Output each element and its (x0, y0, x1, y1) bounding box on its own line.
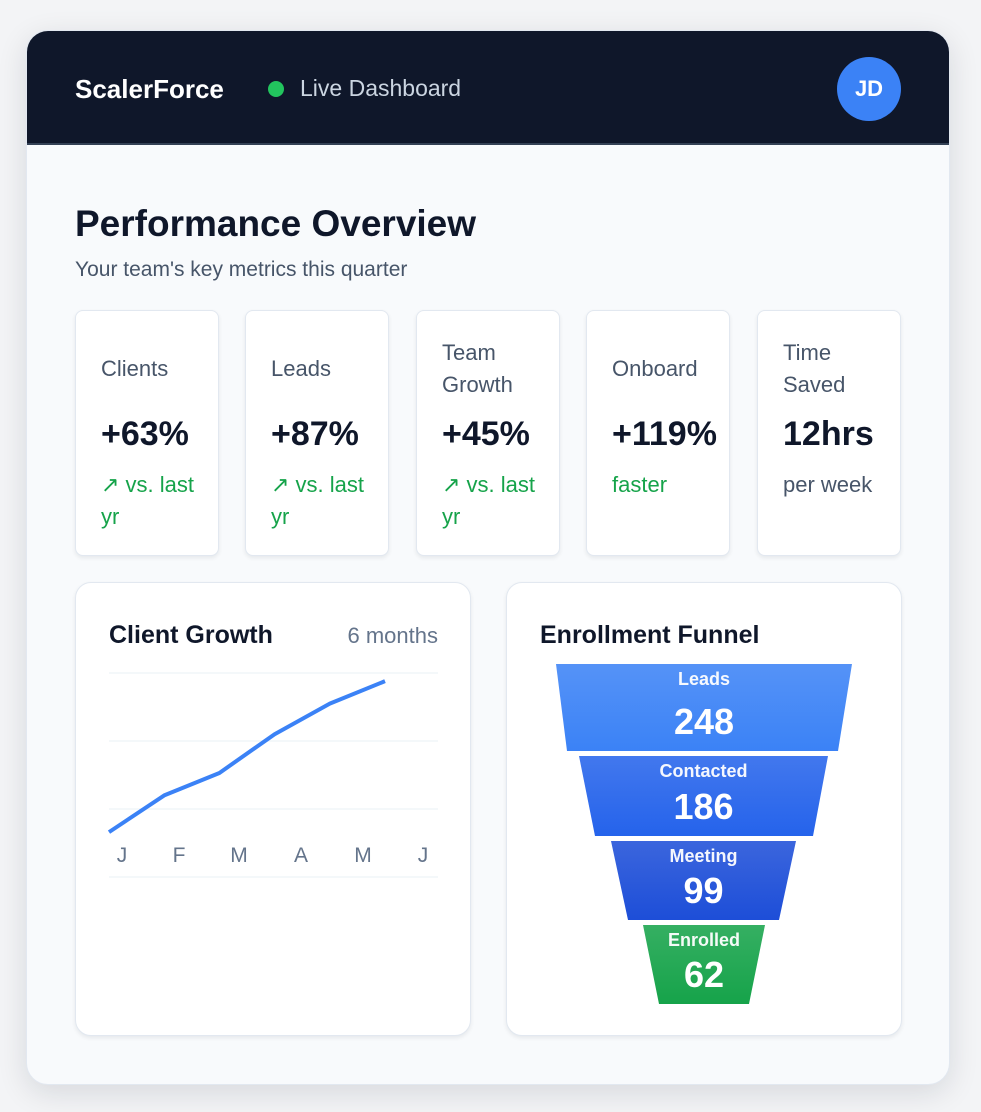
metric-card-clients: Clients +63% ↗ vs. last yr (75, 310, 219, 556)
metric-value: +87% (271, 415, 359, 453)
metric-card-time-saved: Time Saved 12hrs per week (757, 310, 901, 556)
metric-value: 12hrs (783, 415, 874, 453)
metric-label: Onboard (612, 356, 698, 381)
metric-label: Clients (101, 356, 169, 381)
metric-card-leads: Leads +87% ↗ vs. last yr (245, 310, 389, 556)
metric-subtext: ↗ vs. last yr (271, 472, 365, 529)
metric-label: Leads (271, 356, 331, 381)
metric-value: +45% (442, 415, 530, 453)
funnel-stage-label: Contacted (659, 761, 748, 781)
funnel-stage-contacted: Contacted 186 (579, 756, 828, 836)
metric-subtext: ↗ vs. last yr (101, 472, 195, 529)
x-tick-label: F (173, 844, 186, 867)
client-growth-period: 6 months (347, 623, 439, 648)
dashboard-card: ScalerForce Live Dashboard JD Performanc… (26, 30, 950, 1085)
live-status-label: Live Dashboard (300, 75, 462, 101)
metric-subtext: per week (783, 472, 873, 497)
metric-value: +119% (612, 415, 717, 453)
funnel-stage-leads: Leads 248 (556, 664, 852, 751)
metric-label: Team Growth (442, 340, 513, 397)
funnel-stage-label: Meeting (669, 846, 738, 866)
metric-subtext: ↗ vs. last yr (442, 472, 536, 529)
top-bar: ScalerForce Live Dashboard JD (27, 31, 949, 145)
client-growth-title: Client Growth (109, 621, 273, 649)
client-growth-panel: Client Growth 6 months J F M A M J (75, 582, 471, 1036)
client-growth-line (107, 679, 386, 834)
x-tick-label: M (354, 844, 372, 867)
metric-subtext: faster (612, 472, 668, 497)
page-title: Performance Overview (75, 203, 477, 244)
x-tick-label: J (418, 844, 429, 867)
enrollment-funnel-title: Enrollment Funnel (540, 621, 760, 649)
metric-value: +63% (101, 415, 189, 453)
enrollment-funnel-panel: Enrollment Funnel Leads 248 Contacted 186… (506, 582, 902, 1036)
page-subtitle: Your team's key metrics this quarter (75, 258, 408, 281)
funnel-stage-meeting: Meeting 99 (611, 841, 796, 920)
x-tick-label: A (294, 844, 308, 867)
x-tick-label: M (230, 844, 248, 867)
funnel-stage-value: 99 (683, 870, 724, 911)
funnel-stage-label: Enrolled (667, 930, 740, 950)
user-avatar[interactable]: JD (837, 57, 901, 121)
funnel-stage-value: 248 (673, 701, 735, 742)
funnel-stage-value: 62 (683, 954, 725, 995)
funnel-stage-label: Leads (677, 669, 731, 689)
metric-label: Time Saved (783, 340, 846, 397)
x-tick-label: J (117, 844, 128, 867)
brand-name: ScalerForce (75, 74, 224, 104)
funnel-stage-enrolled: Enrolled 62 (643, 925, 765, 1004)
metric-card-team-growth: Team Growth +45% ↗ vs. last yr (416, 310, 560, 556)
metric-card-onboard: Onboard +119% faster (586, 310, 730, 556)
live-status-dot-icon (268, 81, 284, 97)
funnel-stage-value: 186 (673, 786, 734, 827)
